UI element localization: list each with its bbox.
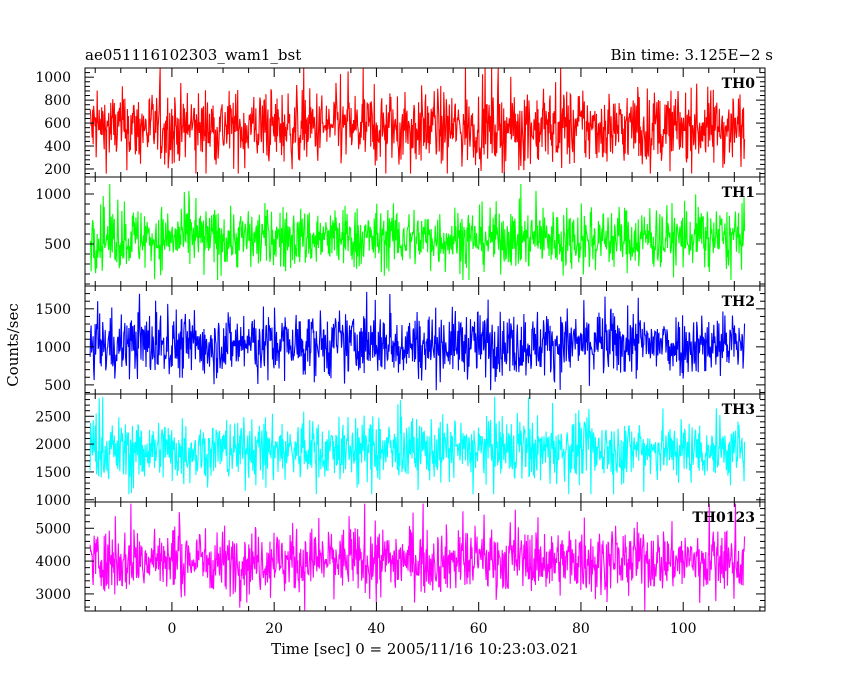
panel-label: TH3 — [722, 402, 755, 418]
y-tick-label: 1500 — [35, 302, 71, 318]
panel-th2: 500 1000 1500 TH2 — [35, 285, 766, 395]
x-tick-label: 40 — [368, 621, 386, 637]
y-tick-label: 800 — [44, 93, 71, 109]
y-tick-label: 600 — [44, 116, 71, 132]
y-tick-label: 2500 — [35, 409, 71, 425]
panel-label: TH0 — [722, 76, 756, 92]
y-tick-label: 1000 — [35, 493, 71, 509]
y-tick-label: 4000 — [35, 554, 71, 570]
y-tick-label: 500 — [44, 237, 71, 253]
x-tick-label: 80 — [572, 621, 590, 637]
y-tick-label: 500 — [44, 378, 71, 394]
y-tick-label: 1000 — [35, 340, 71, 356]
x-tick-label: 60 — [470, 621, 488, 637]
y-tick-label: 2000 — [35, 437, 71, 453]
panel-frame — [84, 501, 766, 612]
y-axis-label: Counts/sec — [4, 303, 22, 387]
y-tick-label: 1000 — [35, 70, 71, 86]
y-tick-label: 5000 — [35, 521, 71, 537]
chart-title: ae051116102303_wam1_bst — [85, 46, 301, 64]
panels-group: 200 400 600 800 1000 TH0 500 1000 TH1 500 1000 1500… — [35, 67, 766, 612]
y-tick-label: 400 — [44, 139, 71, 155]
panel-th0123: 3000 4000 5000 TH0123 — [35, 501, 766, 612]
panel-label: TH0123 — [692, 510, 755, 526]
panel-th0: 200 400 600 800 1000 TH0 — [35, 67, 766, 178]
panel-label: TH1 — [722, 185, 755, 201]
x-axis: 0 20 40 60 80 100 — [167, 621, 696, 637]
series-th0 — [89, 67, 746, 174]
x-tick-label: 0 — [167, 621, 176, 637]
x-tick-label: 20 — [265, 621, 283, 637]
x-axis-label: Time [sec] 0 = 2005/11/16 10:23:03.021 — [271, 640, 579, 658]
panel-label: TH2 — [722, 294, 755, 310]
panel-th3: 1000 1500 2000 2500 TH3 — [35, 393, 766, 509]
panel-th1: 500 1000 TH1 — [35, 176, 766, 287]
series-th2 — [89, 291, 746, 391]
series-th0123 — [89, 503, 746, 611]
series-th3 — [89, 396, 746, 495]
series-th1 — [89, 183, 746, 281]
x-tick-label: 100 — [670, 621, 697, 637]
y-tick-label: 200 — [44, 162, 71, 178]
y-tick-label: 1000 — [35, 187, 71, 203]
y-tick-label: 1500 — [35, 465, 71, 481]
bin-time-label: Bin time: 3.125E−2 s — [611, 46, 773, 64]
y-tick-label: 3000 — [35, 587, 71, 603]
